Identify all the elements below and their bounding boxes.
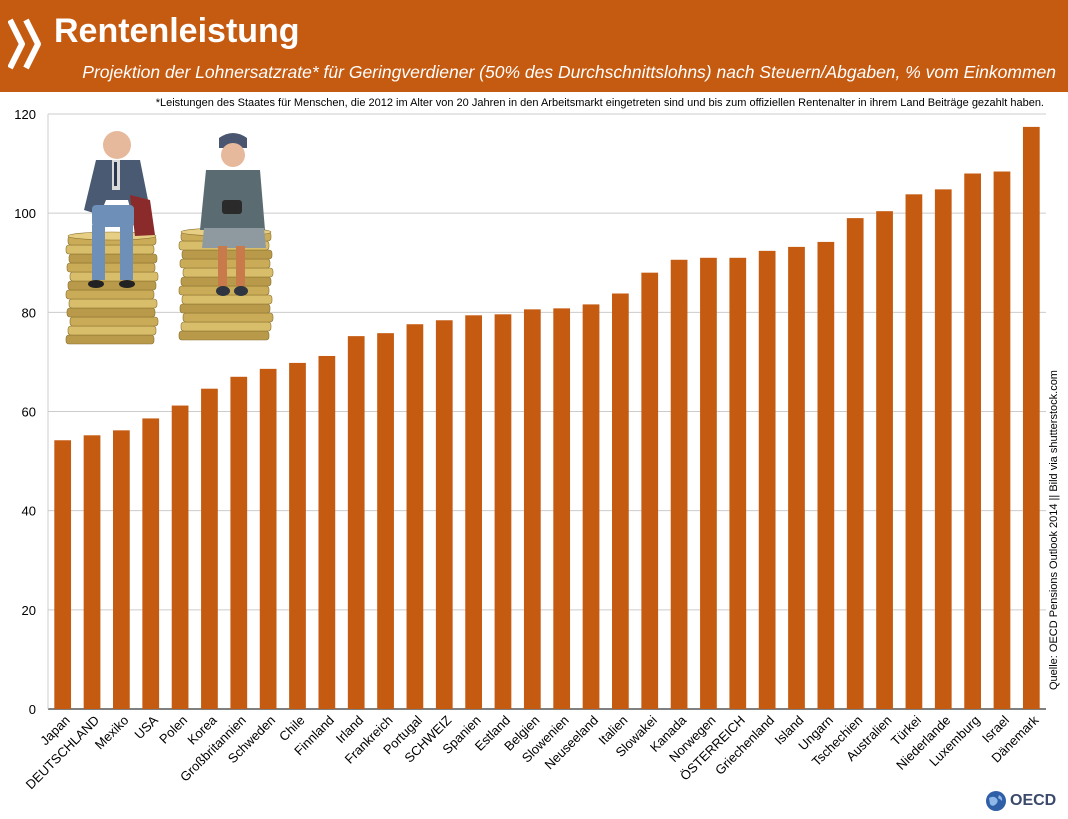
y-tick-label: 80: [22, 305, 36, 320]
bar: [964, 173, 981, 709]
bar: [934, 189, 952, 709]
x-tick-label: Polen: [156, 713, 190, 747]
bar: [201, 388, 218, 709]
bar: [83, 435, 101, 709]
y-tick-label: 120: [14, 107, 36, 122]
bar: [758, 250, 776, 709]
bar: [729, 257, 747, 709]
bar: [993, 171, 1011, 709]
bar: [788, 246, 805, 709]
bar: [523, 309, 541, 709]
bar: [612, 293, 629, 709]
bar: [54, 440, 72, 709]
source-note: Quelle: OECD Pensions Outlook 2014 || Bi…: [1048, 370, 1060, 690]
header-banner: Rentenleistung Projektion der Lohnersatz…: [0, 0, 1068, 92]
bar: [377, 333, 394, 709]
bar: [670, 259, 688, 709]
bar: [435, 320, 453, 709]
y-tick-label: 60: [22, 405, 36, 420]
y-tick-label: 0: [29, 702, 36, 717]
bar: [905, 194, 923, 709]
y-tick-label: 40: [22, 504, 36, 519]
chevron-right-icon: [8, 18, 41, 70]
x-tick-label: Mexiko: [92, 713, 132, 753]
oecd-logo-text: OECD: [1010, 792, 1057, 809]
oecd-logo: OECD: [985, 790, 1056, 812]
bar: [465, 315, 482, 709]
bar: [582, 304, 600, 709]
bar: [700, 257, 717, 709]
bar: [259, 368, 277, 709]
bar: [318, 355, 336, 709]
bar: [406, 324, 424, 709]
bar: [171, 405, 189, 709]
bar: [846, 218, 864, 709]
globe-icon: [986, 791, 1006, 811]
pensioners-on-coins-illustration: [65, 131, 274, 345]
bar: [817, 241, 835, 710]
bar: [494, 314, 512, 709]
bar: [553, 308, 571, 709]
bar: [876, 211, 893, 709]
y-tick-label: 100: [14, 206, 36, 221]
bar: [113, 430, 130, 709]
bar: [289, 362, 306, 709]
y-tick-label: 20: [22, 603, 36, 618]
bar: [230, 376, 248, 709]
bar: [347, 336, 365, 709]
page-title: Rentenleistung: [54, 12, 300, 50]
page-subtitle: Projektion der Lohnersatzrate* für Gerin…: [82, 62, 1056, 82]
footnote: *Leistungen des Staates für Menschen, di…: [155, 97, 1044, 109]
bar: [142, 418, 160, 709]
bar: [1022, 126, 1040, 710]
bar: [641, 272, 659, 709]
